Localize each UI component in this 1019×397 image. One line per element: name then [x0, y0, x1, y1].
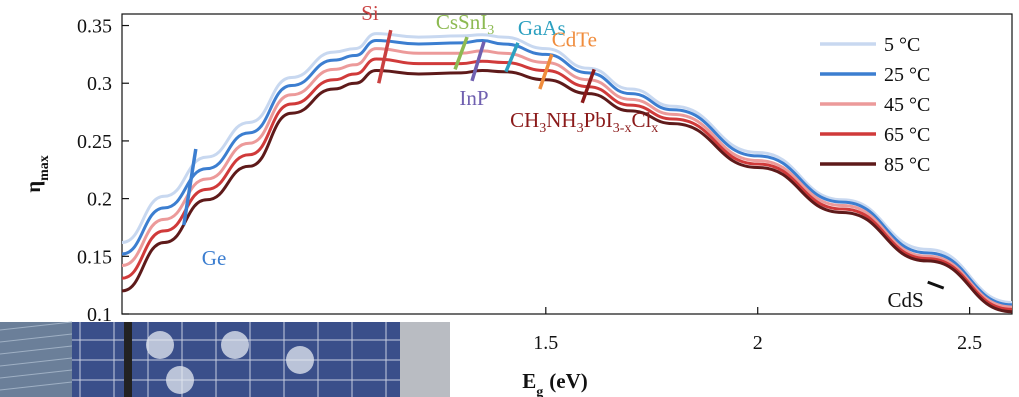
- legend-label: 25 °C: [884, 64, 930, 86]
- material-marker: [377, 29, 393, 84]
- panel-stripe: [0, 333, 73, 343]
- y-tick-label: 0.3: [87, 73, 112, 95]
- solar-panel-photo: [0, 321, 450, 397]
- material-marker: [453, 36, 469, 70]
- material-marker: [580, 68, 596, 104]
- material-label: GaAs: [518, 16, 566, 40]
- y-tick-label: 0.35: [77, 16, 112, 38]
- material-marker: [182, 148, 198, 226]
- material-marker: [538, 53, 554, 90]
- material-label: CH3NH3PbI3-xClx: [510, 108, 658, 136]
- series-line: [122, 69, 1012, 314]
- legend-label: 65 °C: [884, 124, 930, 146]
- panel-divider: [124, 322, 132, 397]
- crack-mark: [146, 331, 174, 359]
- crack-mark: [166, 366, 194, 394]
- series-line: [122, 32, 1012, 304]
- y-tick-label: 0.1: [87, 304, 112, 326]
- material-label: CdS: [888, 288, 924, 312]
- material-label: InP: [459, 86, 488, 110]
- material-label: Ge: [202, 246, 227, 270]
- panel-stripe: [0, 345, 73, 355]
- x-tick-label: 2: [753, 332, 763, 354]
- series-group: [122, 32, 1012, 314]
- material-label: CsSnI3: [436, 10, 494, 38]
- material-marker: [927, 280, 945, 290]
- material-marker: [504, 42, 520, 73]
- crack-mark: [221, 331, 249, 359]
- panel-stripe: [0, 381, 73, 391]
- panel-photo-frame: [400, 322, 450, 397]
- material-marker: [470, 41, 486, 82]
- panel-stripe: [0, 357, 73, 367]
- material-label: Si: [361, 1, 379, 25]
- plot-frame: [121, 13, 1013, 315]
- crack-mark: [286, 346, 314, 374]
- material-label: CdTe: [552, 27, 597, 51]
- x-axis-title: Eg (eV): [522, 369, 588, 397]
- legend-label: 5 °C: [884, 34, 920, 56]
- legend-label: 85 °C: [884, 154, 930, 176]
- y-tick-label: 0.2: [87, 189, 112, 211]
- panel-stripe: [0, 369, 73, 379]
- series-line: [122, 57, 1012, 311]
- panel-stripe: [0, 321, 73, 331]
- y-tick-label: 0.15: [77, 246, 112, 268]
- legend-label: 45 °C: [884, 94, 930, 116]
- series-line: [122, 39, 1012, 307]
- y-tick-label: 0.25: [77, 131, 112, 153]
- x-tick-label: 1.5: [533, 332, 558, 354]
- x-tick-label: 2.5: [957, 332, 982, 354]
- y-axis-title: ηmax: [21, 155, 52, 193]
